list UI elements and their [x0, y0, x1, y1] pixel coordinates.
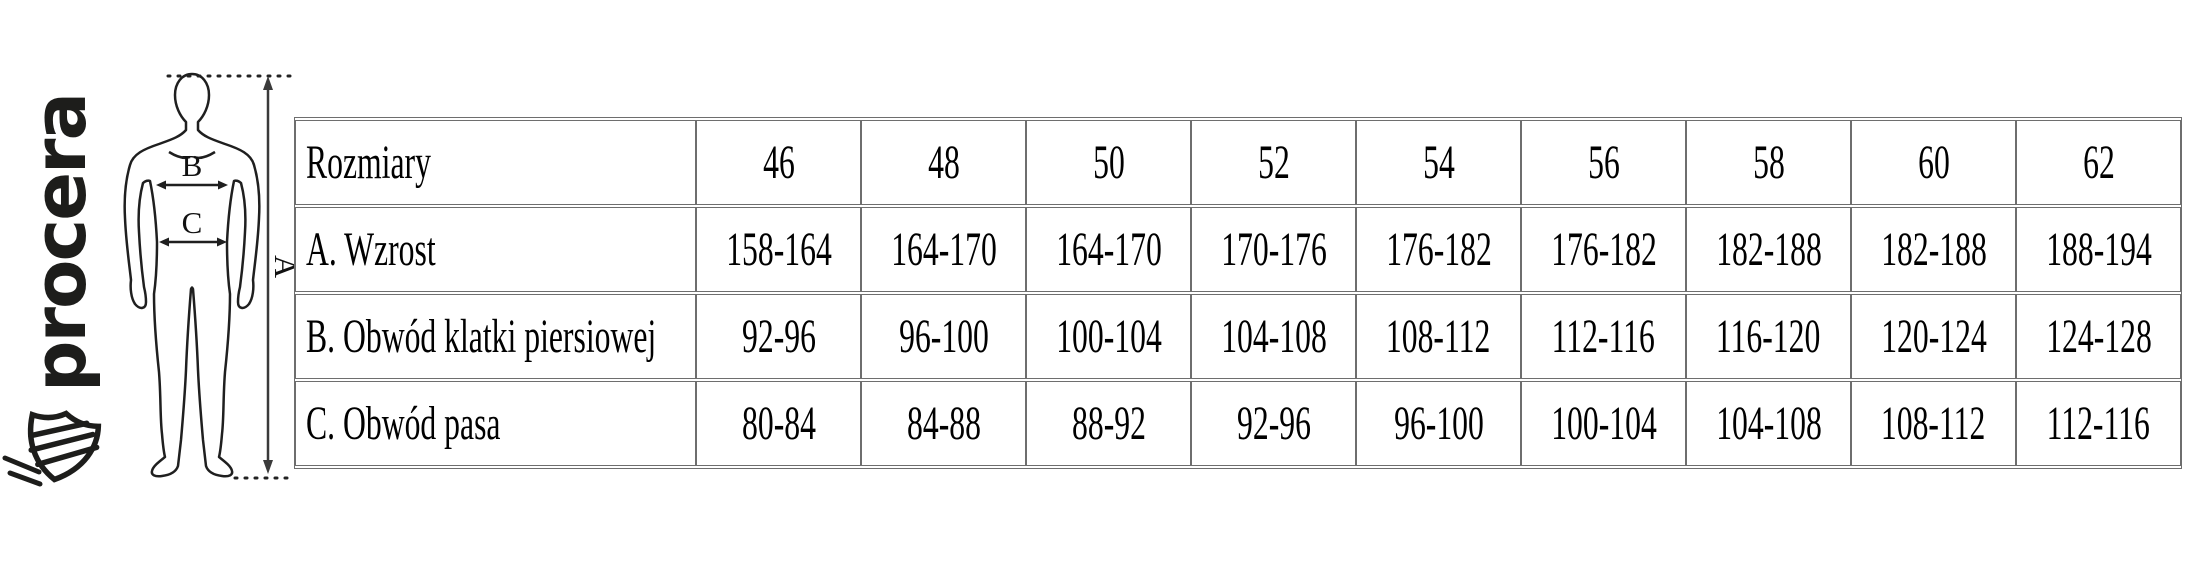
- measurement-value-cell: 176-182: [1356, 207, 1521, 292]
- measurement-value-cell: 88-92: [1026, 381, 1191, 466]
- size-header-row: Rozmiary 46 48 50 52 54 56 58 60 62: [295, 120, 2181, 205]
- shield-stripe: [35, 444, 100, 468]
- measurement-value-cell: 170-176: [1191, 207, 1356, 292]
- measurement-row: A. Wzrost 158-164 164-170 164-170 170-176 176…: [295, 207, 2181, 292]
- measurement-value-cell: 182-188: [1686, 207, 1851, 292]
- measurement-value-cell: 92-96: [696, 294, 861, 379]
- shield-outline: [27, 410, 102, 483]
- waist-label: C: [182, 205, 203, 240]
- measurement-label: C. Obwód pasa: [295, 381, 696, 466]
- brand-logo-text: procera: [18, 93, 102, 392]
- table-header-rozmiary: Rozmiary: [295, 120, 696, 205]
- speed-line: [7, 470, 43, 487]
- measurement-label: B. Obwód klatki piersiowej: [295, 294, 696, 379]
- measurement-value-cell: 182-188: [1851, 207, 2016, 292]
- speed-line: [2, 455, 42, 475]
- measurement-value-cell: 108-112: [1356, 294, 1521, 379]
- measurement-value-cell: 164-170: [861, 207, 1026, 292]
- height-arrow: [263, 76, 273, 474]
- measurement-value-cell: 80-84: [696, 381, 861, 466]
- chest-label: B: [182, 148, 203, 183]
- measurement-value-cell: 164-170: [1026, 207, 1191, 292]
- measurement-value-cell: 104-108: [1191, 294, 1356, 379]
- measurement-value-cell: 112-116: [2016, 381, 2181, 466]
- size-table: Rozmiary 46 48 50 52 54 56 58 60 62 A. Wzrost 158…: [294, 117, 2182, 469]
- chest-arrow: [156, 180, 228, 190]
- shield-stripe: [28, 431, 96, 453]
- collarbone-mark: [168, 150, 191, 160]
- size-column-header: 50: [1026, 120, 1191, 205]
- measurement-value-cell: 92-96: [1191, 381, 1356, 466]
- size-column-header: 56: [1521, 120, 1686, 205]
- height-pointer-label: A: [268, 255, 296, 278]
- brand-shield-icon: [2, 410, 102, 487]
- size-column-header: 58: [1686, 120, 1851, 205]
- measurement-value-cell: 116-120: [1686, 294, 1851, 379]
- size-table-body: A. Wzrost 158-164 164-170 164-170 170-176 176…: [295, 207, 2181, 466]
- measurement-value-cell: 100-104: [1026, 294, 1191, 379]
- measurement-value-cell: 120-124: [1851, 294, 2016, 379]
- measurement-value-cell: 96-100: [861, 294, 1026, 379]
- measurement-value-cell: 108-112: [1851, 381, 2016, 466]
- measurement-label: A. Wzrost: [295, 207, 696, 292]
- size-column-header: 54: [1356, 120, 1521, 205]
- size-column-header: 48: [861, 120, 1026, 205]
- waist-arrow: [159, 237, 227, 247]
- measurement-value-cell: 188-194: [2016, 207, 2181, 292]
- measurement-value-cell: 124-128: [2016, 294, 2181, 379]
- measurement-row: B. Obwód klatki piersiowej 92-96 96-100 100…: [295, 294, 2181, 379]
- human-figure-outline: [123, 72, 261, 478]
- size-column-header: 46: [696, 120, 861, 205]
- measurement-value-cell: 158-164: [696, 207, 861, 292]
- measurement-value-cell: 84-88: [861, 381, 1026, 466]
- body-measurement-diagram: A B C: [123, 72, 296, 480]
- measurement-value-cell: 176-182: [1521, 207, 1686, 292]
- collarbone-mark: [193, 150, 216, 160]
- size-column-header: 62: [2016, 120, 2181, 205]
- measurement-value-cell: 112-116: [1521, 294, 1686, 379]
- measurement-value-cell: 104-108: [1686, 381, 1851, 466]
- size-column-header: 52: [1191, 120, 1356, 205]
- measurement-row: C. Obwód pasa 80-84 84-88 88-92 92-96 96-100 1…: [295, 381, 2181, 466]
- measurement-value-cell: 96-100: [1356, 381, 1521, 466]
- size-column-header: 60: [1851, 120, 2016, 205]
- shield-stripe: [27, 420, 90, 439]
- measurement-value-cell: 100-104: [1521, 381, 1686, 466]
